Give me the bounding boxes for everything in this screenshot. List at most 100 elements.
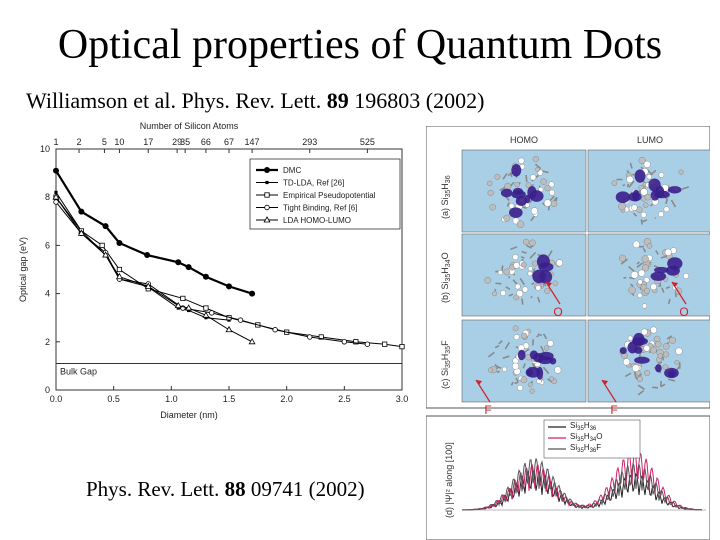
y-tick-label: 8 <box>45 192 50 202</box>
data-point <box>116 266 123 273</box>
top-tick-label: 525 <box>360 137 375 147</box>
atom <box>669 336 677 344</box>
marker-arrowhead <box>546 282 552 287</box>
atom <box>627 335 633 341</box>
data-point <box>318 334 324 340</box>
data-point <box>248 337 256 345</box>
atom <box>523 238 530 246</box>
marker-label: O <box>679 305 688 319</box>
orbital-lobe <box>632 189 640 202</box>
top-tick-label: 35 <box>180 137 190 147</box>
atom <box>504 182 512 190</box>
data-point <box>382 341 388 347</box>
bond <box>519 277 526 286</box>
atom <box>650 326 658 334</box>
data-point <box>102 251 110 258</box>
legend-marker <box>264 204 270 211</box>
row-label-subscript: 35 <box>445 360 452 368</box>
atom <box>532 156 539 163</box>
bond <box>666 341 670 345</box>
legend-text-part: H <box>584 421 590 430</box>
bond <box>666 335 673 340</box>
bond <box>661 287 665 293</box>
wavefunction-series-line <box>462 450 702 511</box>
atom <box>631 204 638 211</box>
atom <box>622 358 631 366</box>
data-point <box>176 306 180 310</box>
molecule-structure <box>487 325 562 394</box>
orbital-lobe <box>667 186 682 194</box>
data-point <box>399 344 405 350</box>
bond <box>652 386 659 389</box>
bond <box>520 256 525 259</box>
y-tick-label: 10 <box>40 144 50 154</box>
data-point <box>78 208 85 215</box>
orbital-lobe <box>650 271 667 281</box>
atom <box>641 255 649 263</box>
legend-entry: LDA HOMO-LUMO <box>283 216 351 225</box>
top-tick-label: 67 <box>224 137 234 147</box>
bond <box>494 288 497 292</box>
legend-marker <box>263 216 271 223</box>
legend-subscript: 35 <box>577 426 584 432</box>
atom <box>643 287 651 294</box>
data-point <box>144 252 151 259</box>
atom <box>513 262 520 269</box>
atom <box>513 334 520 340</box>
marker-arrowhead <box>602 380 608 385</box>
atom <box>643 344 650 352</box>
atom <box>646 174 652 180</box>
row-label: (b) Si35H34O <box>440 252 452 303</box>
top-tick-label: 2 <box>77 137 82 147</box>
atom <box>644 194 652 201</box>
atom <box>662 364 669 370</box>
y-axis-title: Optical gap (eV) <box>18 237 28 302</box>
atom <box>535 285 542 291</box>
bond <box>636 261 640 265</box>
bond <box>532 268 536 274</box>
atom <box>527 266 533 272</box>
bond <box>496 370 500 373</box>
wavefunction-legend-box <box>543 419 641 459</box>
bond <box>542 333 548 340</box>
data-point <box>54 190 58 194</box>
top-tick-label: 5 <box>102 137 107 147</box>
atom <box>530 207 539 215</box>
atom <box>675 347 683 355</box>
bond <box>626 183 630 188</box>
atom <box>658 172 665 178</box>
orbital-lobe <box>654 190 670 199</box>
orbital-lobe <box>517 349 526 361</box>
top-tick-label: 29 <box>172 137 182 147</box>
bond <box>667 298 671 305</box>
atom <box>514 283 521 290</box>
bond <box>502 172 508 180</box>
orbital-lobe <box>632 332 645 347</box>
legend-text-part: Si <box>570 421 577 430</box>
slide-title: Optical properties of Quantum Dots <box>57 22 663 68</box>
orbital-lobe <box>634 356 650 364</box>
atom <box>529 388 535 394</box>
atom <box>548 181 555 188</box>
legend-text-part: H <box>584 443 590 452</box>
legend-subscript: 36 <box>590 426 597 432</box>
atom <box>662 343 670 350</box>
atom <box>549 189 556 196</box>
atom <box>529 239 536 247</box>
wavefunction-legend-entry: Si35H36F <box>570 443 601 454</box>
orbital-lobe <box>536 254 550 269</box>
x-tick-label: 2.5 <box>338 394 351 404</box>
atom <box>503 268 511 276</box>
atom <box>520 376 528 384</box>
molecule-structure <box>619 326 683 396</box>
row-label-subscript: 35 <box>445 274 452 282</box>
legend-marker <box>264 167 270 173</box>
data-point <box>52 193 60 200</box>
atom <box>664 248 672 256</box>
column-header: LUMO <box>637 135 663 145</box>
atom <box>678 169 684 175</box>
data-point <box>115 272 123 280</box>
series-4 <box>52 193 256 345</box>
wavefunction-legend-entry: Si35H36 <box>570 421 597 432</box>
